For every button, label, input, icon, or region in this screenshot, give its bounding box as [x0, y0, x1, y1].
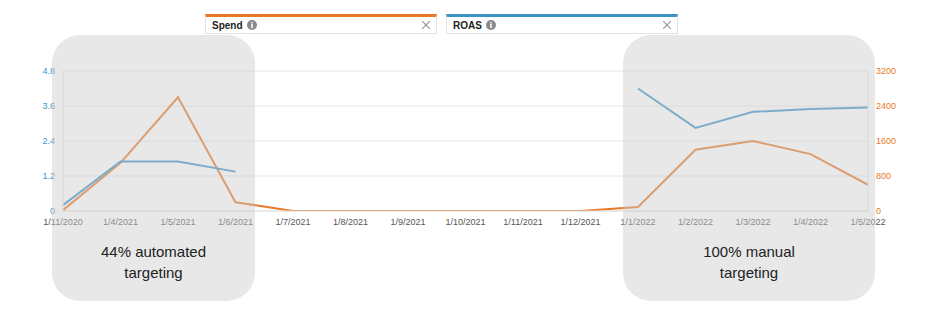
svg-text:1/4/2022: 1/4/2022 [793, 217, 828, 227]
svg-text:1/11/2020: 1/11/2020 [43, 217, 82, 227]
svg-text:1/12/2021: 1/12/2021 [560, 217, 600, 227]
svg-text:3200: 3200 [876, 66, 896, 76]
html-text:Spend: Spend [212, 19, 243, 31]
svg-text:1/8/2021: 1/8/2021 [333, 217, 368, 227]
svg-text:1/6/2021: 1/6/2021 [218, 217, 253, 227]
svg-text:2400: 2400 [876, 101, 896, 111]
svg-text:2.4: 2.4 [42, 136, 55, 146]
svg-text:1/5/2021: 1/5/2021 [160, 217, 195, 227]
svg-text:1/9/2021: 1/9/2021 [390, 217, 425, 227]
svg-text:800: 800 [876, 171, 891, 181]
svg-text:0: 0 [876, 206, 881, 216]
svg-text:1/2/2022: 1/2/2022 [678, 217, 713, 227]
html-text:100% manual targeting: 100% manual targeting [703, 243, 795, 281]
svg-text:1/1/2022: 1/1/2022 [620, 217, 655, 227]
svg-text:1/10/2021: 1/10/2021 [445, 217, 485, 227]
html-text:44% automated targeting: 44% automated targeting [101, 243, 206, 281]
svg-text:1/3/2022: 1/3/2022 [735, 217, 770, 227]
svg-text:1/7/2021: 1/7/2021 [275, 217, 310, 227]
svg-text:4.8: 4.8 [42, 66, 55, 76]
svg-text:0: 0 [50, 206, 55, 216]
svg-text:3.6: 3.6 [42, 101, 55, 111]
html-text:ROAS: ROAS [453, 19, 482, 31]
svg-text:1/4/2021: 1/4/2021 [103, 217, 138, 227]
svg-text:1.2: 1.2 [42, 171, 55, 181]
svg-text:1600: 1600 [876, 136, 896, 146]
svg-text:1/11/2021: 1/11/2021 [503, 217, 542, 227]
svg-text:1/5/2022: 1/5/2022 [850, 217, 885, 227]
